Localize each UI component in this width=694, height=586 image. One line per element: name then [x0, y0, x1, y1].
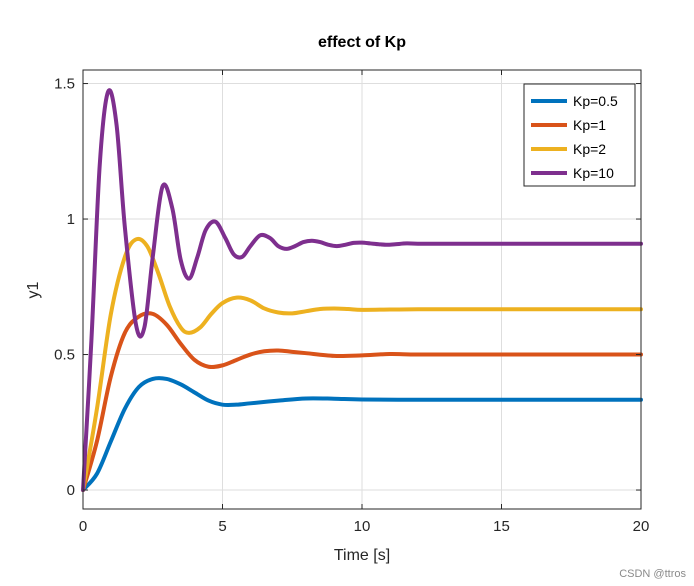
x-tick-label-3: 15 [493, 518, 510, 535]
y-axis-label: y1 [25, 281, 42, 298]
y-tick-label-3: 1.5 [54, 76, 75, 93]
y-tick-label-0: 0 [67, 482, 75, 499]
y-tick-label-2: 1 [67, 211, 75, 228]
series-line-3 [81, 236, 643, 493]
axis-ticks: 0 5 10 15 20 0 0.5 1 1.5 [54, 70, 649, 535]
x-tick-label-0: 0 [79, 518, 87, 535]
x-tick-label-1: 5 [218, 518, 226, 535]
x-tick-label-4: 20 [633, 518, 650, 535]
legend: Kp=0.5 Kp=1 Kp=2 Kp=10 [523, 83, 636, 187]
legend-entry-3: Kp=2 [573, 141, 606, 157]
y-tick-label-1: 0.5 [54, 347, 75, 364]
series-line-1 [81, 376, 643, 493]
legend-entry-1: Kp=0.5 [573, 93, 618, 109]
x-axis-label: Time [s] [334, 547, 390, 564]
chart-title: effect of Kp [318, 34, 406, 51]
legend-entry-2: Kp=1 [573, 117, 606, 133]
series-line-4 [81, 88, 643, 493]
series-layer [81, 88, 643, 493]
watermark: CSDN @ttros [619, 568, 686, 580]
x-tick-label-2: 10 [354, 518, 371, 535]
series-line-2 [81, 311, 643, 493]
legend-entry-4: Kp=10 [573, 165, 614, 181]
